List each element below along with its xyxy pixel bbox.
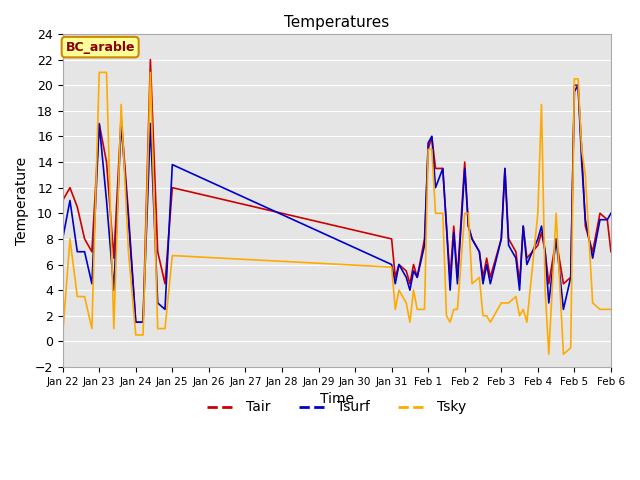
Tair [147,57,154,62]
Tsky [95,70,103,75]
Tair [604,217,611,223]
Tsky [388,264,396,270]
Tsurf [388,262,396,267]
Tsky [450,307,458,312]
Tair [454,275,461,280]
Tair [132,319,140,325]
Tair [516,281,524,287]
Tsurf [443,223,451,229]
Tsky [545,351,552,357]
Tsurf [59,236,67,242]
Tsurf [395,262,403,267]
Legend: Tair, Tsurf, Tsky: Tair, Tsurf, Tsky [202,395,472,420]
Tsurf [574,82,582,88]
Tsky [604,307,611,312]
Tair [403,268,410,274]
Tsky [443,313,451,319]
Tsky [59,332,67,338]
Y-axis label: Temperature: Temperature [15,156,29,244]
Tsurf [607,210,615,216]
Tsky [395,287,403,293]
Tair [446,275,454,280]
Tsurf [512,255,520,261]
Tsky [607,307,615,312]
Line: Tsky: Tsky [63,72,611,354]
Text: BC_arable: BC_arable [65,41,135,54]
Title: Temperatures: Temperatures [284,15,389,30]
Tsurf [450,229,458,235]
Tair [392,275,399,280]
Tsky [512,294,520,300]
Line: Tsurf: Tsurf [63,85,611,322]
X-axis label: Time: Time [320,392,354,406]
Tsurf [132,319,140,325]
Line: Tair: Tair [63,60,611,322]
Tair [607,249,615,254]
Tair [59,198,67,204]
Tsurf [604,217,611,223]
